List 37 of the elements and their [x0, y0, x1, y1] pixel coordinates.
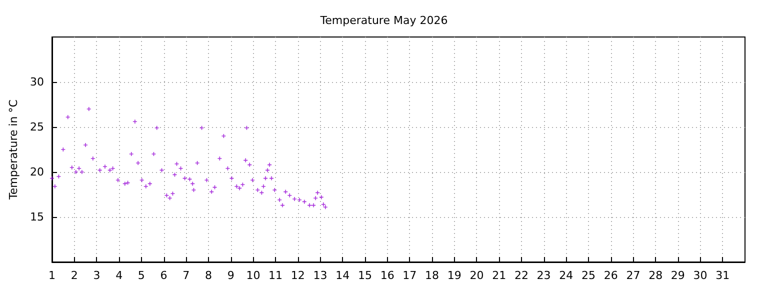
x-tick-label: 5	[138, 269, 145, 282]
x-tick-label: 15	[358, 269, 372, 282]
x-tick-label: 3	[93, 269, 100, 282]
y-axis-title: Temperature in °C	[7, 99, 20, 200]
x-tick-label: 19	[447, 269, 462, 282]
x-tick-label: 26	[604, 269, 618, 282]
x-tick-label: 22	[514, 269, 528, 282]
x-tick-label: 25	[582, 269, 596, 282]
x-tick-label: 10	[246, 269, 260, 282]
x-tick-label: 30	[693, 269, 708, 282]
x-tick-label: 12	[290, 269, 305, 282]
x-tick-label: 4	[116, 269, 123, 282]
x-tick-label: 17	[402, 269, 417, 282]
x-tick-label: 1	[48, 269, 56, 282]
y-tick-label: 20	[30, 166, 44, 178]
x-tick-label: 27	[626, 269, 640, 282]
x-tick-label: 6	[160, 269, 168, 282]
x-tick-label: 31	[716, 269, 730, 282]
x-tick-label: 11	[268, 269, 283, 282]
chart-title: Temperature May 2026	[319, 14, 448, 27]
x-tick-label: 8	[204, 269, 212, 282]
x-tick-label: 2	[70, 269, 78, 282]
x-tick-label: 29	[670, 269, 685, 282]
x-tick-label: 20	[470, 269, 484, 282]
x-tick-label: 21	[492, 269, 506, 282]
y-tick-label: 25	[30, 120, 44, 134]
x-tick-label: 9	[227, 269, 234, 282]
x-tick-label: 23	[536, 269, 551, 282]
x-tick-label: 16	[380, 269, 394, 282]
x-tick-label: 24	[559, 269, 574, 282]
x-tick-label: 7	[182, 269, 190, 282]
x-tick-label: 28	[648, 269, 663, 282]
y-tick-label: 15	[30, 210, 44, 224]
y-tick-label: 30	[30, 76, 44, 88]
x-tick-label: 14	[336, 269, 350, 282]
x-tick-label: 18	[425, 269, 440, 282]
x-tick-label: 13	[313, 269, 328, 282]
